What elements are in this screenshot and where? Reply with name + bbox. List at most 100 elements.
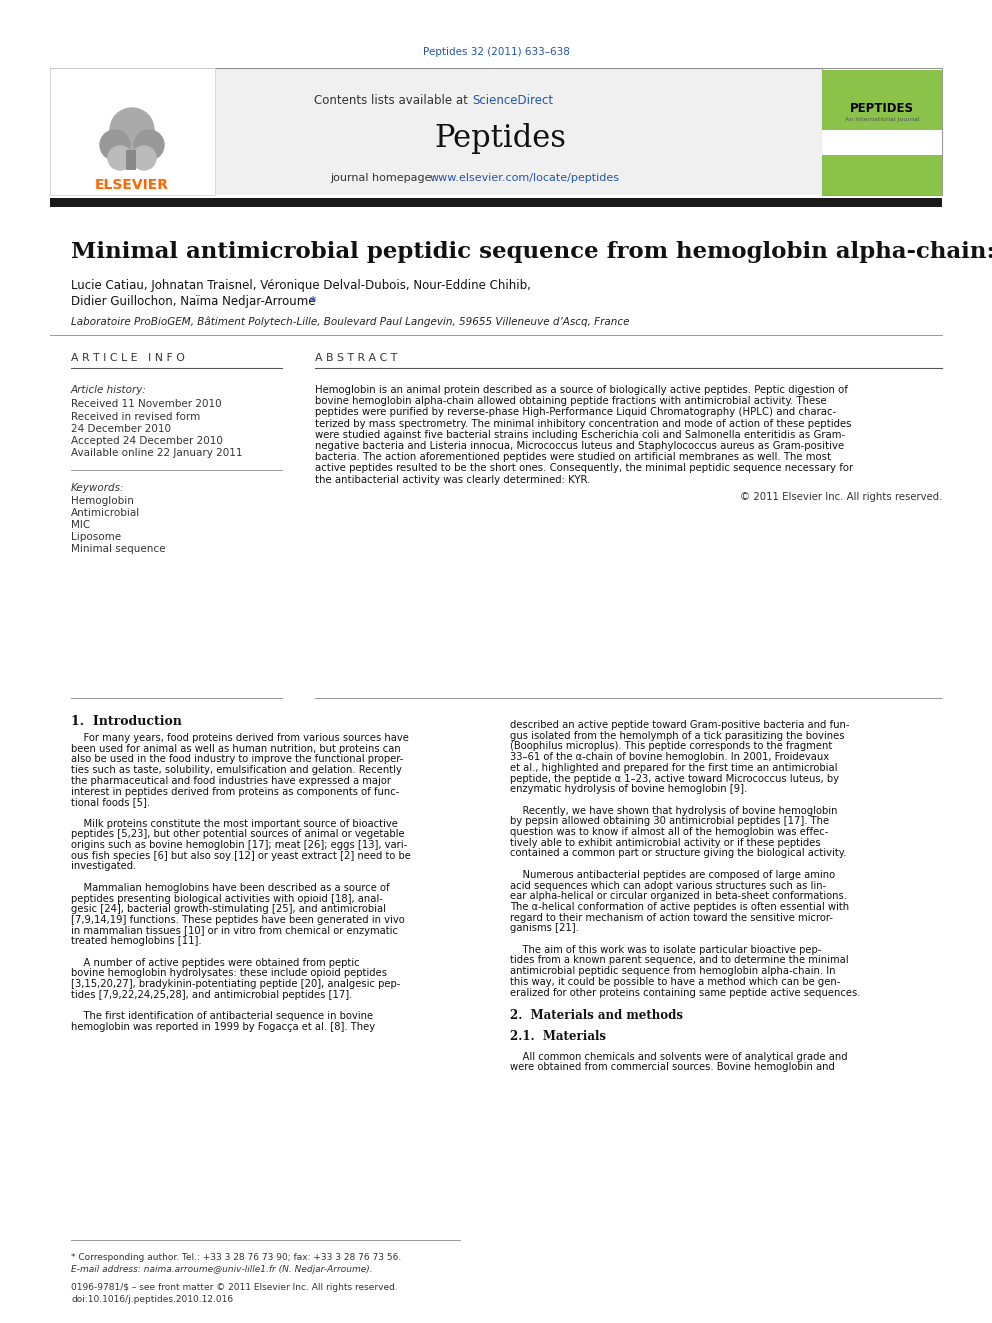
Text: Didier Guillochon, Naïma Nedjar-Arroume: Didier Guillochon, Naïma Nedjar-Arroume [71, 295, 315, 308]
Text: All common chemicals and solvents were of analytical grade and: All common chemicals and solvents were o… [510, 1052, 847, 1061]
Text: peptides presenting biological activities with opioid [18], anal-: peptides presenting biological activitie… [71, 893, 383, 904]
FancyBboxPatch shape [50, 198, 942, 206]
Text: Antimicrobial: Antimicrobial [71, 508, 140, 519]
Text: hemoglobin was reported in 1999 by Fogacça et al. [8]. They: hemoglobin was reported in 1999 by Fogac… [71, 1021, 375, 1032]
Text: been used for animal as well as human nutrition, but proteins can: been used for animal as well as human nu… [71, 744, 401, 754]
Text: Peptides: Peptides [434, 123, 566, 153]
Text: 0196-9781/$ – see front matter © 2011 Elsevier Inc. All rights reserved.: 0196-9781/$ – see front matter © 2011 El… [71, 1283, 398, 1293]
Text: Liposome: Liposome [71, 532, 121, 542]
Text: [3,15,20,27], bradykinin-potentiating peptide [20], analgesic pep-: [3,15,20,27], bradykinin-potentiating pe… [71, 979, 401, 990]
Text: regard to their mechanism of action toward the sensitive micror-: regard to their mechanism of action towa… [510, 913, 833, 922]
Text: negative bacteria and Listeria innocua, Micrococcus luteus and Staphylococcus au: negative bacteria and Listeria innocua, … [315, 441, 844, 451]
Text: peptides were purified by reverse-phase High-Performance Liquid Chromatography (: peptides were purified by reverse-phase … [315, 407, 836, 417]
Text: Milk proteins constitute the most important source of bioactive: Milk proteins constitute the most import… [71, 819, 398, 828]
Text: peptide, the peptide α 1–23, active toward Micrococcus luteus, by: peptide, the peptide α 1–23, active towa… [510, 774, 839, 783]
Text: The α-helical conformation of active peptides is often essential with: The α-helical conformation of active pep… [510, 902, 849, 912]
Text: ganisms [21].: ganisms [21]. [510, 923, 579, 933]
Text: Minimal sequence: Minimal sequence [71, 544, 166, 554]
Text: * Corresponding author. Tel.: +33 3 28 76 73 90; fax: +33 3 28 76 73 56.: * Corresponding author. Tel.: +33 3 28 7… [71, 1253, 401, 1262]
Text: Received 11 November 2010: Received 11 November 2010 [71, 400, 221, 409]
Text: PEPTIDES: PEPTIDES [850, 102, 914, 115]
FancyBboxPatch shape [50, 67, 942, 194]
Text: Mammalian hemoglobins have been described as a source of: Mammalian hemoglobins have been describe… [71, 882, 390, 893]
Text: 33–61 of the α-chain of bovine hemoglobin. In 2001, Froidevaux: 33–61 of the α-chain of bovine hemoglobi… [510, 751, 829, 762]
Text: doi:10.1016/j.peptides.2010.12.016: doi:10.1016/j.peptides.2010.12.016 [71, 1295, 233, 1304]
Text: question was to know if almost all of the hemoglobin was effec-: question was to know if almost all of th… [510, 827, 828, 837]
Text: 24 December 2010: 24 December 2010 [71, 423, 171, 434]
Text: gesic [24], bacterial growth-stimulating [25], and antimicrobial: gesic [24], bacterial growth-stimulating… [71, 904, 386, 914]
Text: also be used in the food industry to improve the functional proper-: also be used in the food industry to imp… [71, 754, 404, 765]
Text: et al., highlighted and prepared for the first time an antimicrobial: et al., highlighted and prepared for the… [510, 763, 837, 773]
Text: antimicrobial peptidic sequence from hemoglobin alpha-chain. In: antimicrobial peptidic sequence from hem… [510, 966, 835, 976]
Text: ear alpha-helical or circular organized in beta-sheet conformations.: ear alpha-helical or circular organized … [510, 892, 847, 901]
Text: 2.  Materials and methods: 2. Materials and methods [510, 1009, 683, 1021]
Text: ties such as taste, solubility, emulsification and gelation. Recently: ties such as taste, solubility, emulsifi… [71, 765, 402, 775]
Text: contained a common part or structure giving the biological activity.: contained a common part or structure giv… [510, 848, 846, 859]
FancyBboxPatch shape [126, 149, 136, 169]
Text: Peptides 32 (2011) 633–638: Peptides 32 (2011) 633–638 [423, 48, 569, 57]
Text: The first identification of antibacterial sequence in bovine: The first identification of antibacteria… [71, 1011, 373, 1021]
Text: A R T I C L E   I N F O: A R T I C L E I N F O [71, 353, 185, 363]
Text: the pharmaceutical and food industries have expressed a major: the pharmaceutical and food industries h… [71, 775, 391, 786]
Text: journal homepage:: journal homepage: [330, 173, 438, 183]
Text: bacteria. The action aforementioned peptides were studied on artificial membrane: bacteria. The action aforementioned pept… [315, 452, 831, 462]
Text: acid sequences which can adopt various structures such as lin-: acid sequences which can adopt various s… [510, 881, 826, 890]
Circle shape [132, 146, 156, 169]
Text: 2.1.  Materials: 2.1. Materials [510, 1031, 606, 1044]
Text: www.elsevier.com/locate/peptides: www.elsevier.com/locate/peptides [430, 173, 620, 183]
Text: bovine hemoglobin hydrolysates: these include opioid peptides: bovine hemoglobin hydrolysates: these in… [71, 968, 387, 979]
Text: Lucie Catiau, Johnatan Traisnel, Véronique Delval-Dubois, Nour-Eddine Chihib,: Lucie Catiau, Johnatan Traisnel, Véroniq… [71, 279, 531, 291]
Text: Accepted 24 December 2010: Accepted 24 December 2010 [71, 437, 223, 446]
Text: The aim of this work was to isolate particular bioactive pep-: The aim of this work was to isolate part… [510, 945, 821, 955]
Circle shape [100, 130, 130, 160]
Text: ELSEVIER: ELSEVIER [95, 179, 169, 192]
Text: ous fish species [6] but also soy [12] or yeast extract [2] need to be: ous fish species [6] but also soy [12] o… [71, 851, 411, 861]
Text: terized by mass spectrometry. The minimal inhibitory concentration and mode of a: terized by mass spectrometry. The minima… [315, 418, 851, 429]
Text: MIC: MIC [71, 520, 90, 531]
Text: © 2011 Elsevier Inc. All rights reserved.: © 2011 Elsevier Inc. All rights reserved… [740, 492, 942, 501]
Text: tides [7,9,22,24,25,28], and antimicrobial peptides [17].: tides [7,9,22,24,25,28], and antimicrobi… [71, 990, 352, 1000]
Text: were obtained from commercial sources. Bovine hemoglobin and: were obtained from commercial sources. B… [510, 1062, 835, 1073]
Text: Minimal antimicrobial peptidic sequence from hemoglobin alpha-chain: KYR: Minimal antimicrobial peptidic sequence … [71, 241, 992, 263]
Text: Hemoglobin: Hemoglobin [71, 496, 134, 505]
Text: Laboratoire ProBioGEM, Bâtiment Polytech-Lille, Boulevard Paul Langevin, 59655 V: Laboratoire ProBioGEM, Bâtiment Polytech… [71, 316, 630, 327]
Text: the antibacterial activity was clearly determined: KYR.: the antibacterial activity was clearly d… [315, 475, 590, 484]
Text: A number of active peptides were obtained from peptic: A number of active peptides were obtaine… [71, 958, 360, 967]
Text: were studied against five bacterial strains including Escherichia coli and Salmo: were studied against five bacterial stra… [315, 430, 845, 439]
Text: described an active peptide toward Gram-positive bacteria and fun-: described an active peptide toward Gram-… [510, 720, 849, 730]
Text: Contents lists available at: Contents lists available at [314, 94, 472, 106]
Text: eralized for other proteins containing same peptide active sequences.: eralized for other proteins containing s… [510, 987, 860, 998]
Text: enzymatic hydrolysis of bovine hemoglobin [9].: enzymatic hydrolysis of bovine hemoglobi… [510, 785, 747, 794]
FancyBboxPatch shape [50, 67, 215, 194]
Text: gus isolated from the hemolymph of a tick parasitizing the bovines: gus isolated from the hemolymph of a tic… [510, 730, 844, 741]
Text: Keywords:: Keywords: [71, 483, 125, 493]
Text: Received in revised form: Received in revised form [71, 411, 200, 422]
Text: Numerous antibacterial peptides are composed of large amino: Numerous antibacterial peptides are comp… [510, 869, 835, 880]
Text: tides from a known parent sequence, and to determine the minimal: tides from a known parent sequence, and … [510, 955, 848, 966]
Text: Hemoglobin is an animal protein described as a source of biologically active pep: Hemoglobin is an animal protein describe… [315, 385, 848, 396]
Text: *: * [310, 295, 316, 308]
FancyBboxPatch shape [822, 155, 942, 194]
Text: this way, it could be possible to have a method which can be gen-: this way, it could be possible to have a… [510, 976, 840, 987]
Text: by pepsin allowed obtaining 30 antimicrobial peptides [17]. The: by pepsin allowed obtaining 30 antimicro… [510, 816, 829, 827]
Text: Available online 22 January 2011: Available online 22 January 2011 [71, 448, 242, 458]
Text: investigated.: investigated. [71, 861, 136, 872]
Text: tively able to exhibit antimicrobial activity or if these peptides: tively able to exhibit antimicrobial act… [510, 837, 820, 848]
Text: peptides [5,23], but other potential sources of animal or vegetable: peptides [5,23], but other potential sou… [71, 830, 405, 839]
Text: E-mail address: naima.arroume@univ-lille1.fr (N. Nedjar-Arroume).: E-mail address: naima.arroume@univ-lille… [71, 1265, 373, 1274]
FancyBboxPatch shape [822, 130, 942, 155]
Text: in mammalian tissues [10] or in vitro from chemical or enzymatic: in mammalian tissues [10] or in vitro fr… [71, 926, 398, 935]
Text: origins such as bovine hemoglobin [17]; meat [26]; eggs [13], vari-: origins such as bovine hemoglobin [17]; … [71, 840, 408, 849]
Circle shape [108, 146, 132, 169]
Text: An International Journal: An International Journal [845, 118, 920, 123]
FancyBboxPatch shape [822, 70, 942, 130]
Text: 1.  Introduction: 1. Introduction [71, 714, 182, 728]
Text: active peptides resulted to be the short ones. Consequently, the minimal peptidi: active peptides resulted to be the short… [315, 463, 853, 474]
Text: tional foods [5].: tional foods [5]. [71, 798, 150, 807]
Text: (Boophilus microplus). This peptide corresponds to the fragment: (Boophilus microplus). This peptide corr… [510, 741, 832, 751]
Text: For many years, food proteins derived from various sources have: For many years, food proteins derived fr… [71, 733, 409, 744]
FancyBboxPatch shape [822, 67, 942, 194]
Text: [7,9,14,19] functions. These peptides have been generated in vivo: [7,9,14,19] functions. These peptides ha… [71, 916, 405, 925]
Text: Recently, we have shown that hydrolysis of bovine hemoglobin: Recently, we have shown that hydrolysis … [510, 806, 837, 815]
Text: Article history:: Article history: [71, 385, 147, 396]
